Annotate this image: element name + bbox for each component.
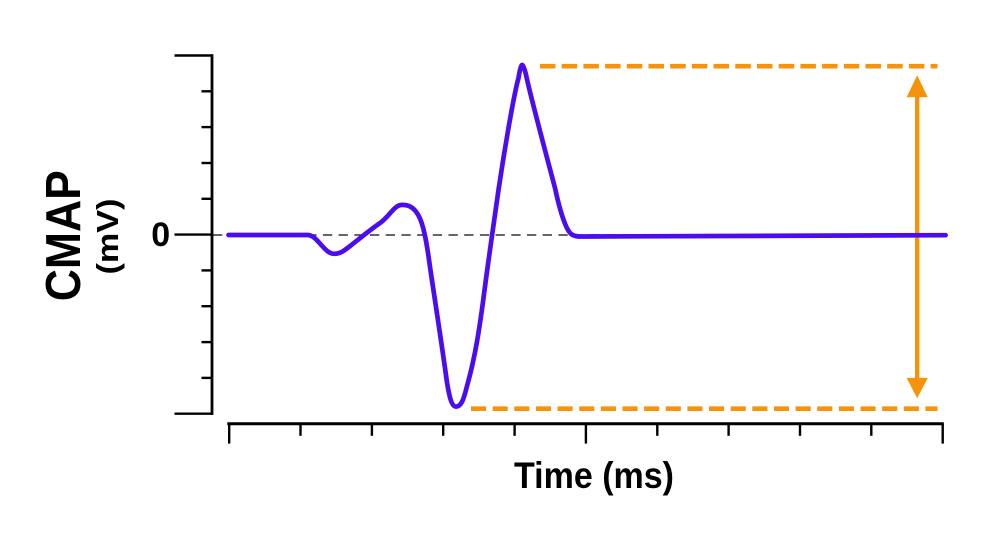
svg-text:CMAP: CMAP xyxy=(36,170,91,301)
svg-text:0: 0 xyxy=(151,216,170,254)
svg-text:Time (ms): Time (ms) xyxy=(514,454,674,496)
svg-text:(mV): (mV) xyxy=(90,199,125,275)
